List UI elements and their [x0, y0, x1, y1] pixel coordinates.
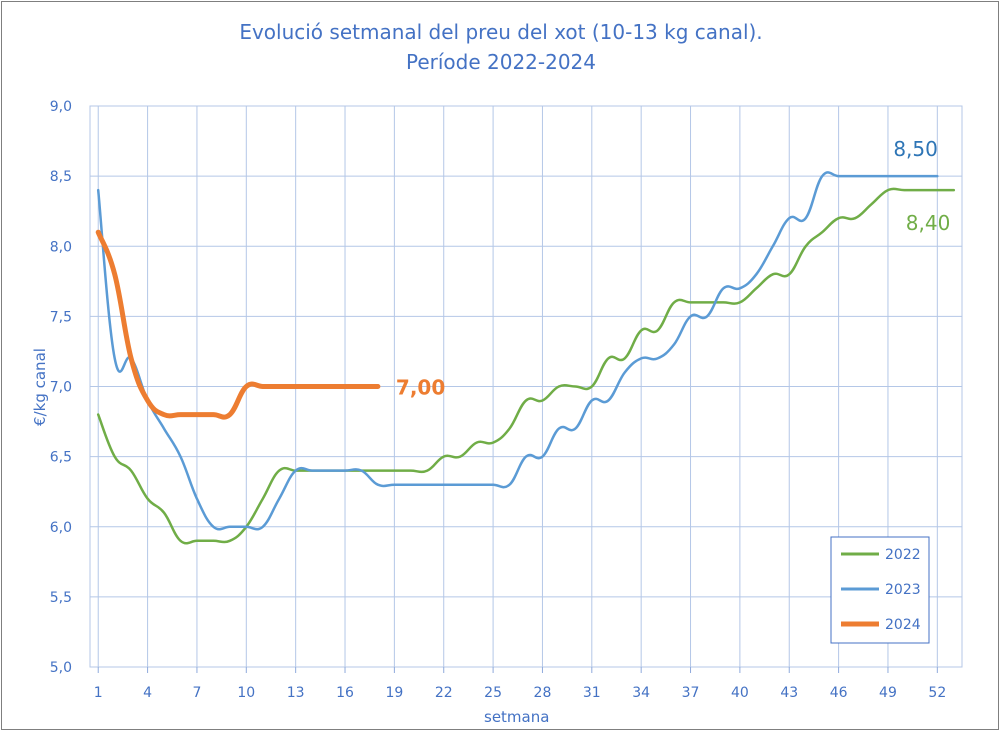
- chart-subtitle: Període 2022-2024: [405, 50, 597, 74]
- x-tick-label: 31: [583, 685, 601, 701]
- series-line-2023: [96, 171, 939, 531]
- end-label-2023: 8,50: [893, 137, 938, 161]
- legend-label-2022: 2022: [885, 547, 921, 563]
- x-tick-label: 37: [682, 685, 700, 701]
- x-tick-label: 43: [780, 685, 798, 701]
- x-tick-label: 4: [143, 685, 152, 701]
- chart-title: Evolució setmanal del preu del xot (10-1…: [239, 20, 763, 44]
- y-tick-label: 5,5: [50, 590, 72, 606]
- end-label-2022: 8,40: [906, 211, 951, 235]
- x-tick-label: 16: [336, 685, 354, 701]
- y-tick-label: 5,0: [50, 660, 72, 676]
- x-tick-label: 34: [632, 685, 650, 701]
- x-tick-label: 1: [94, 685, 103, 701]
- x-tick-label: 10: [237, 685, 255, 701]
- x-axis-title: setmana: [484, 708, 550, 726]
- y-tick-label: 8,0: [50, 239, 72, 255]
- y-axis-title: €/kg canal: [31, 348, 49, 426]
- legend-label-2023: 2023: [885, 582, 921, 598]
- end-label-2024: 7,00: [396, 376, 445, 400]
- series-line-2022: [96, 187, 956, 545]
- y-tick-label: 6,5: [50, 450, 72, 466]
- y-tick-label: 7,5: [50, 309, 72, 325]
- y-tick-label: 7,0: [50, 380, 72, 396]
- x-tick-label: 7: [192, 685, 201, 701]
- legend-label-2024: 2024: [885, 617, 921, 633]
- x-tick-label: 25: [484, 685, 502, 701]
- x-tick-label: 52: [928, 685, 946, 701]
- x-tick-label: 40: [731, 685, 749, 701]
- y-tick-label: 6,0: [50, 520, 72, 536]
- y-tick-label: 9,0: [50, 99, 72, 115]
- x-tick-label: 22: [435, 685, 453, 701]
- x-tick-label: 49: [879, 685, 897, 701]
- x-tick-label: 13: [287, 685, 305, 701]
- x-tick-label: 46: [830, 685, 848, 701]
- x-tick-label: 28: [534, 685, 552, 701]
- series-line-2024: [95, 229, 381, 420]
- y-tick-label: 8,5: [50, 169, 72, 185]
- x-tick-label: 19: [385, 685, 403, 701]
